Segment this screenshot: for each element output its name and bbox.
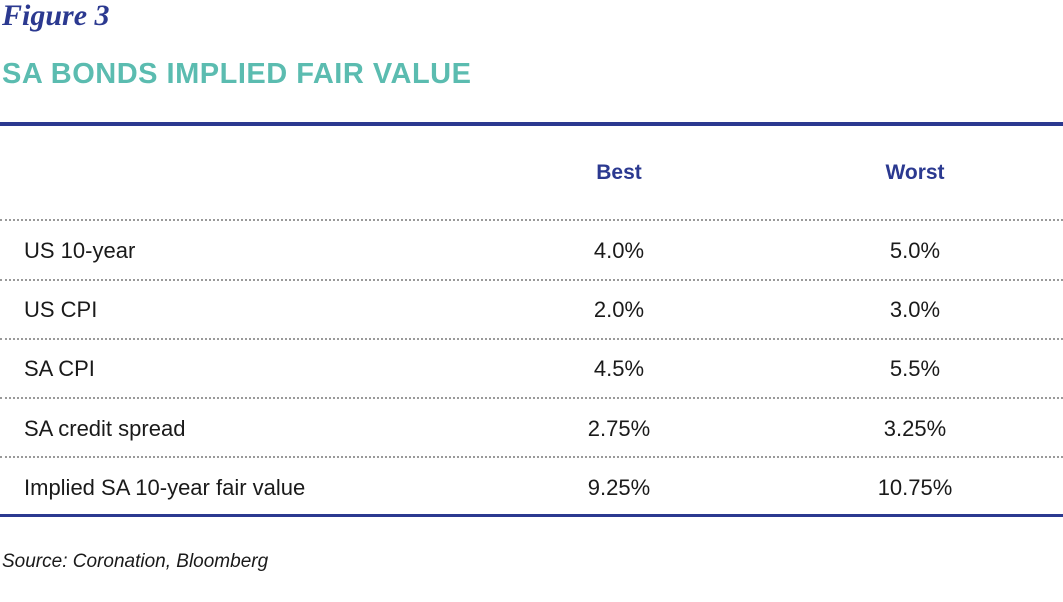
best-value: 4.5% [593, 356, 645, 381]
row-divider [0, 219, 1063, 221]
row-divider [0, 338, 1063, 340]
worst-value: 5.5% [889, 356, 941, 381]
row-divider [0, 397, 1063, 399]
column-header-worst: Worst [885, 161, 945, 184]
table-top-rule [0, 122, 1063, 126]
best-value: 4.0% [593, 238, 645, 263]
best-value: 2.0% [593, 297, 645, 322]
row-label: US CPI [24, 297, 98, 322]
table-row: US CPI 2.0% 3.0% [0, 290, 1063, 330]
figure-label: Figure 3 [2, 0, 110, 32]
table-row: US 10-year 4.0% 5.0% [0, 231, 1063, 271]
row-label: SA CPI [24, 356, 95, 381]
worst-value: 3.0% [889, 297, 941, 322]
figure-title: SA BONDS IMPLIED FAIR VALUE [2, 58, 472, 90]
row-divider [0, 456, 1063, 458]
table-row: SA CPI 4.5% 5.5% [0, 349, 1063, 389]
table-bottom-rule [0, 514, 1063, 517]
worst-value: 5.0% [889, 238, 941, 263]
worst-value: 10.75% [877, 475, 953, 500]
column-header-best: Best [596, 161, 642, 184]
table-row: Implied SA 10-year fair value 9.25% 10.7… [0, 468, 1063, 508]
row-label: Implied SA 10-year fair value [24, 475, 306, 500]
best-value: 9.25% [587, 475, 651, 500]
row-divider [0, 279, 1063, 281]
table-row: SA credit spread 2.75% 3.25% [0, 409, 1063, 449]
row-label: SA credit spread [24, 416, 186, 441]
source-note: Source: Coronation, Bloomberg [2, 551, 269, 572]
row-label: US 10-year [24, 238, 136, 263]
worst-value: 3.25% [883, 416, 947, 441]
best-value: 2.75% [587, 416, 651, 441]
